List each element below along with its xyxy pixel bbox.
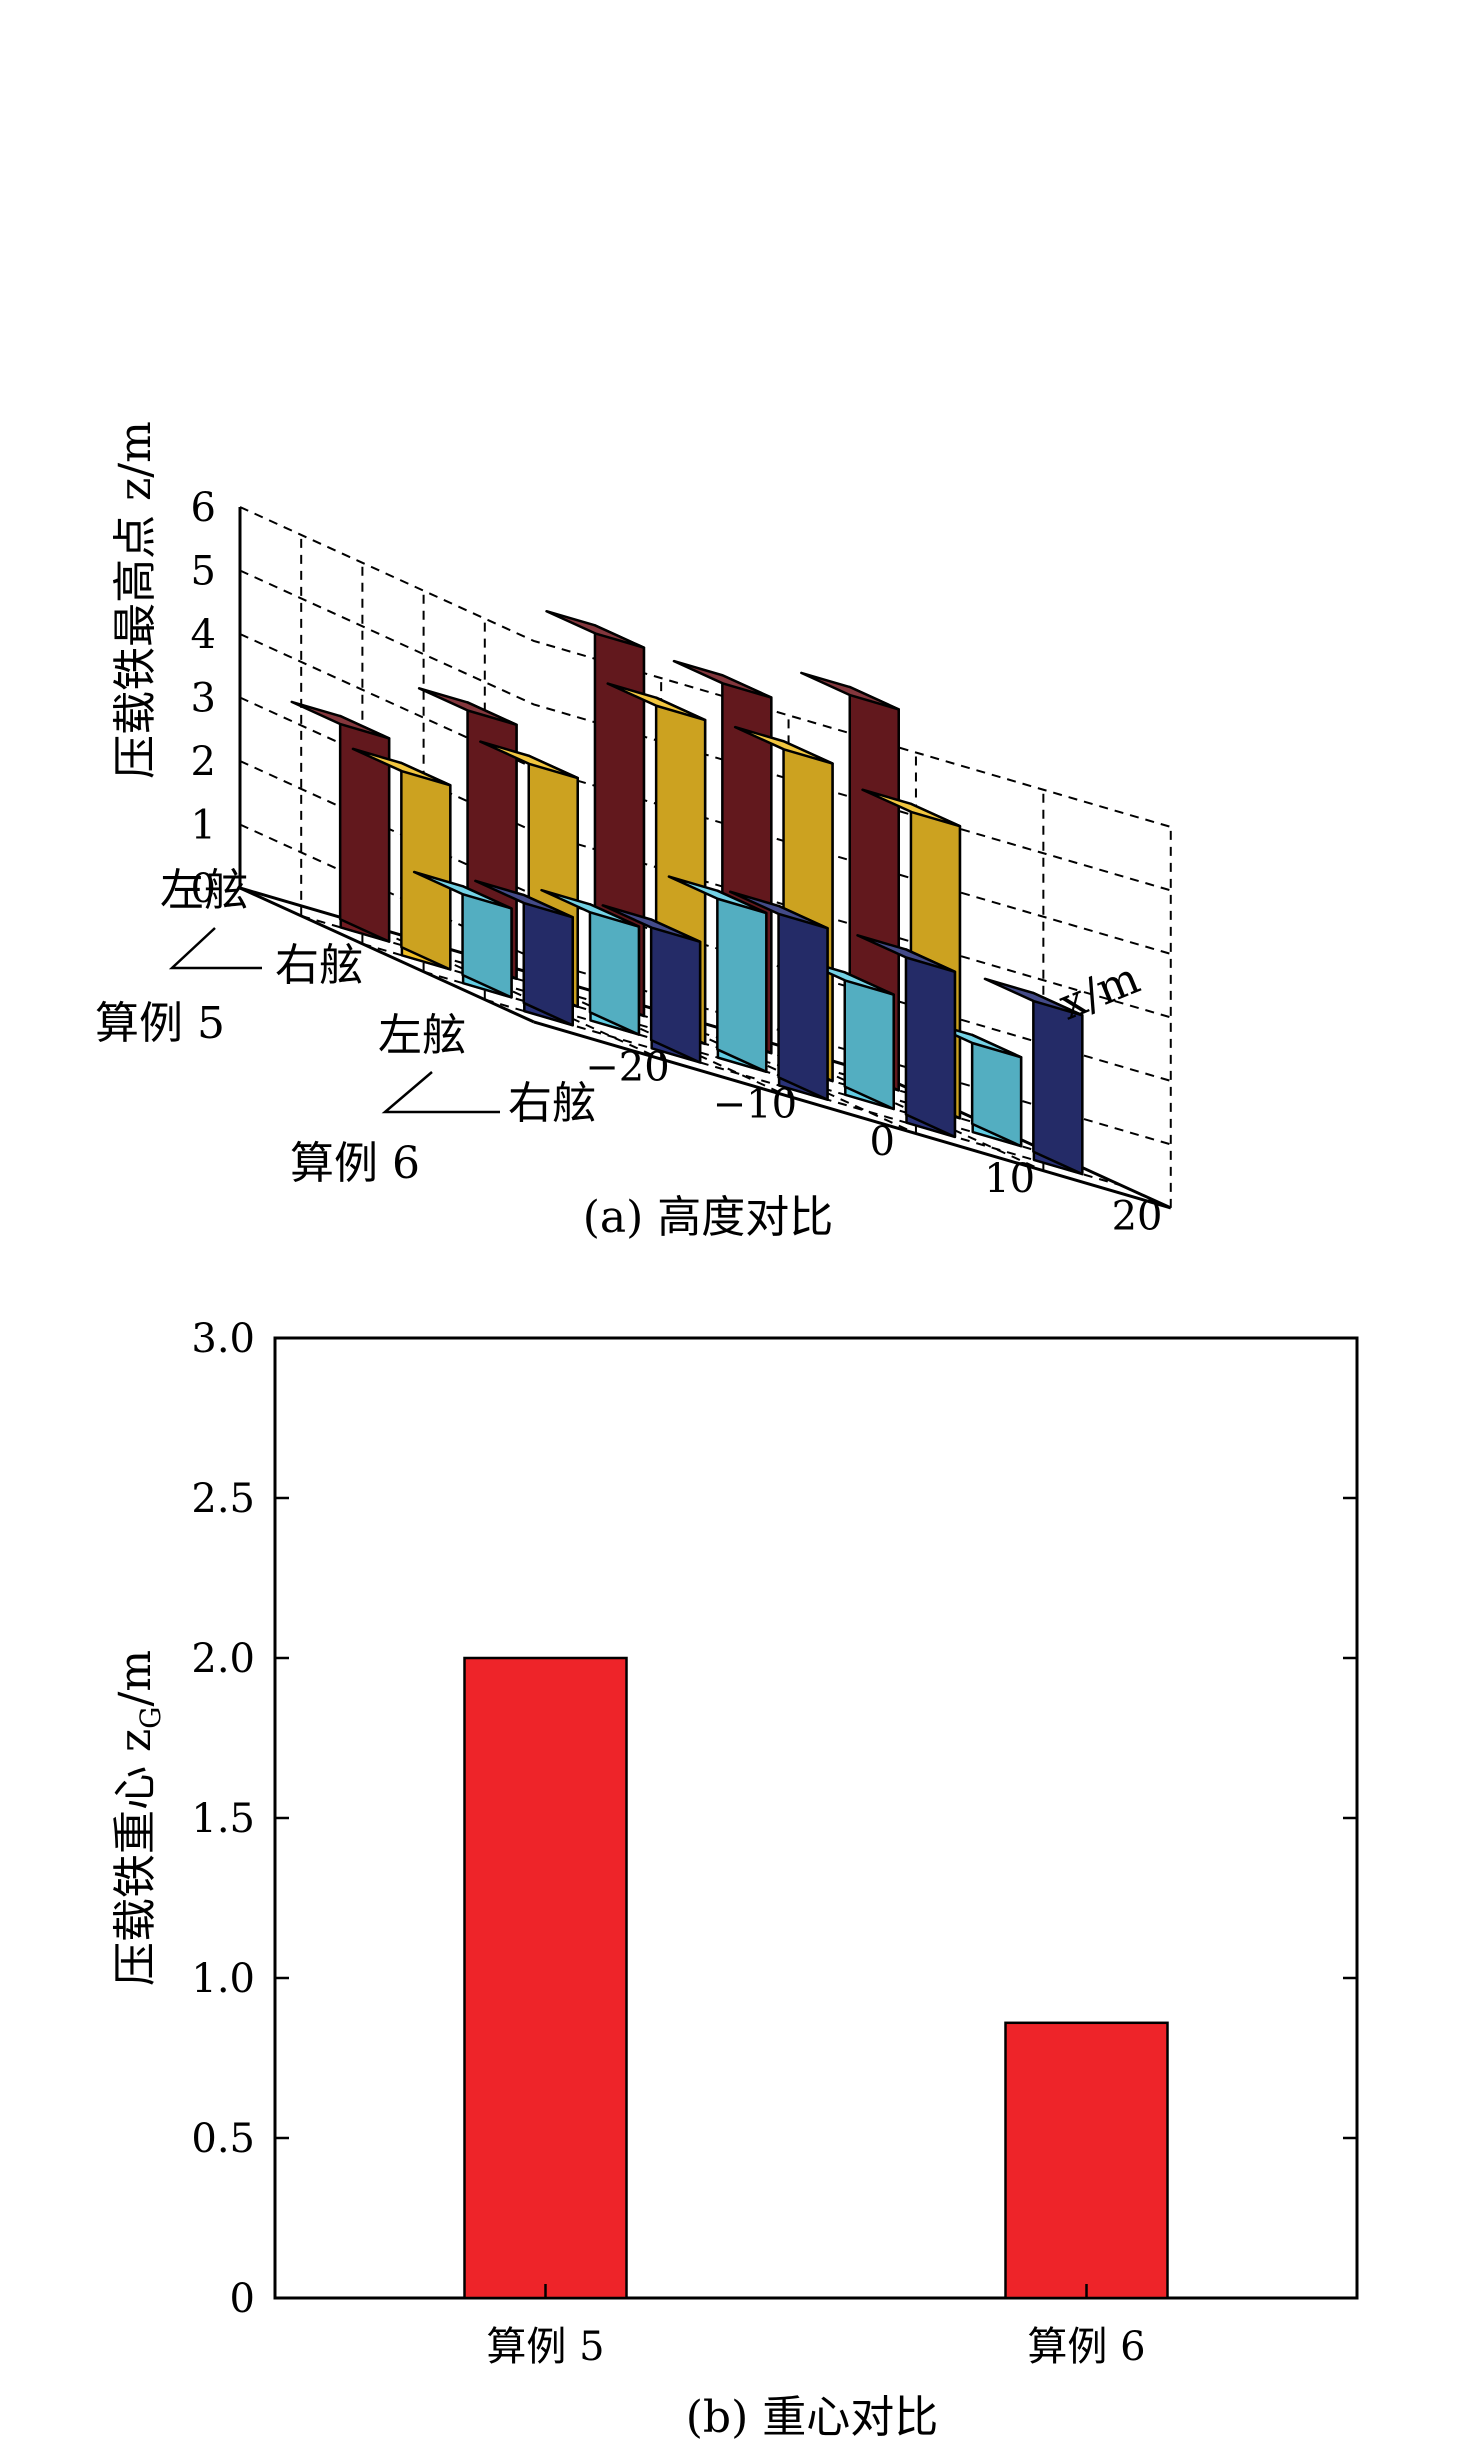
chart-a-bars xyxy=(290,609,1084,1176)
row-label-starboard: 右舷 xyxy=(275,940,363,991)
bar-top-face xyxy=(474,879,574,919)
bar-side-face xyxy=(904,948,957,1139)
bar xyxy=(463,1656,628,2300)
y-tick-label: 2.5 xyxy=(191,1476,255,1522)
bar-3d xyxy=(412,870,513,999)
y-tick-label: 1.5 xyxy=(191,1796,255,1842)
chart-b-bar-chart: 00.51.01.52.02.53.0 算例 5 算例 6 压载铁重心 zG/m … xyxy=(110,1316,1359,2443)
row-label-port: 左舷 xyxy=(378,1010,466,1061)
bar-side-face xyxy=(716,889,768,1074)
bar-3d xyxy=(474,879,574,1027)
bar-top-face xyxy=(545,609,646,649)
z-tick-label: 1 xyxy=(191,803,216,849)
chart-b-y-axis-label-main: 压载铁重心 z xyxy=(110,1729,161,1986)
chart-a-z-axis-label: 压载铁最高点 z/m xyxy=(110,421,161,779)
chart-b-plot-frame xyxy=(273,1336,1359,2300)
bar-3d xyxy=(667,875,768,1074)
bar-3d xyxy=(728,890,829,1101)
bar-3d xyxy=(856,934,957,1139)
gridline xyxy=(239,506,1172,828)
axis-line xyxy=(239,886,535,1024)
x-tick-label: −20 xyxy=(585,1045,669,1091)
bar-top-face xyxy=(856,934,957,974)
z-tick-label: 4 xyxy=(191,612,216,658)
x-tick-label: −10 xyxy=(713,1082,797,1128)
bar-3d xyxy=(983,977,1084,1176)
bar-3d xyxy=(351,747,452,971)
bar-top-face xyxy=(479,740,579,780)
z-tick-label: 2 xyxy=(191,739,216,785)
x-tick-label: 20 xyxy=(1112,1193,1163,1239)
bar-side-face xyxy=(338,714,391,943)
bar-top-face xyxy=(667,875,768,915)
bar-top-face xyxy=(412,870,513,910)
chart-b-x-tick-labels: 算例 5 算例 6 xyxy=(486,2284,1146,2370)
chart-b-y-axis-label-unit: /m xyxy=(110,1650,161,1707)
bar-3d xyxy=(540,888,641,1036)
case-label: 算例 5 xyxy=(95,998,225,1049)
z-tick-label: 3 xyxy=(191,676,216,722)
bar-top-face xyxy=(351,747,452,787)
bar-top-face xyxy=(417,687,518,727)
chart-a-x-axis-label: x/m xyxy=(1052,953,1147,1031)
chart-b-y-ticks: 0 0.5 1.0 1.5 2.0 2.5 3.0 xyxy=(191,1316,1357,2322)
z-tick-label: 0 xyxy=(191,866,216,912)
y-tick-label: 0 xyxy=(230,2276,255,2322)
x-tick-label: 算例 5 xyxy=(486,2324,604,2370)
bar-top-face xyxy=(601,904,702,944)
y-tick-label: 0.5 xyxy=(191,2116,255,2162)
chart-b-y-axis-label-sub: G xyxy=(134,1707,167,1729)
x-tick-label: 算例 6 xyxy=(1027,2324,1145,2370)
bar xyxy=(1004,2021,1169,2300)
bar-top-face xyxy=(290,700,391,740)
bar-top-face xyxy=(983,977,1084,1017)
chart-a-caption: (a) 高度对比 xyxy=(583,1192,834,1243)
y-tick-label: 1.0 xyxy=(191,1956,255,2002)
row-leader-line xyxy=(168,927,262,970)
chart-b-caption: (b) 重心对比 xyxy=(686,2392,938,2443)
x-tick-label: 10 xyxy=(984,1156,1035,1202)
bar-top-face xyxy=(606,682,707,722)
bar-top-face xyxy=(733,725,834,765)
row-leader-line xyxy=(381,1071,500,1114)
bar-top-face xyxy=(728,890,829,930)
x-tick-label: 0 xyxy=(870,1119,895,1165)
y-tick-label: 2.0 xyxy=(191,1636,255,1682)
bar-top-face xyxy=(672,659,773,699)
bar-top-face xyxy=(861,788,962,828)
bar-3d xyxy=(290,700,391,943)
bar-top-face xyxy=(540,888,641,928)
chart-b-bars xyxy=(463,1656,1169,2300)
axis-line xyxy=(533,1020,1172,1210)
bar-3d xyxy=(601,904,702,1064)
gridline xyxy=(239,569,1172,892)
row-label-starboard: 右舷 xyxy=(508,1078,596,1129)
y-tick-label: 3.0 xyxy=(191,1316,255,1362)
bar-side-face xyxy=(400,761,452,971)
bar-top-face xyxy=(800,671,900,711)
chart-b-y-axis-label: 压载铁重心 zG/m xyxy=(110,1650,167,1986)
row-label-port: 左舷 xyxy=(160,865,248,916)
z-tick-label: 6 xyxy=(191,485,216,531)
z-tick-label: 5 xyxy=(191,549,216,595)
case-label: 算例 6 xyxy=(290,1138,420,1189)
bar-side-face xyxy=(777,904,829,1101)
